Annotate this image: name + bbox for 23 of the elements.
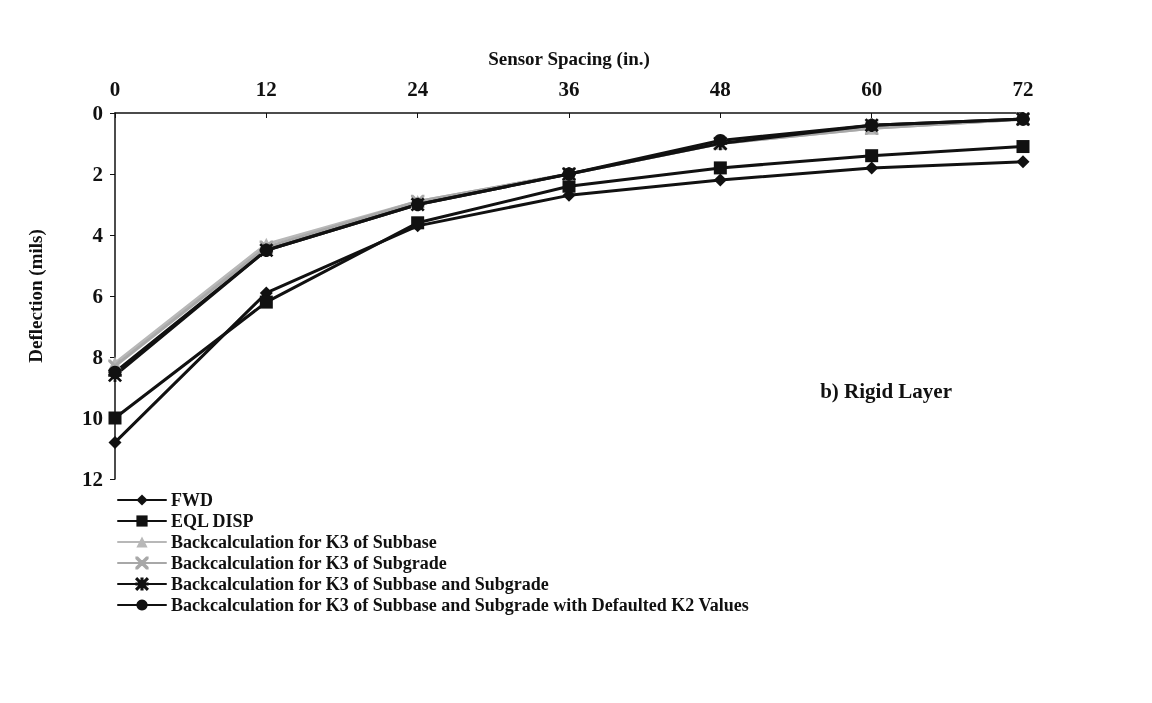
legend-label: EQL DISP bbox=[171, 511, 254, 531]
x-tick-label: 48 bbox=[709, 76, 731, 101]
x-axis-title: Sensor Spacing (in.) bbox=[488, 48, 650, 70]
y-tick-label: 2 bbox=[92, 162, 103, 186]
y-tick-label: 10 bbox=[82, 406, 103, 430]
y-axis-title: Deflection (mils) bbox=[25, 229, 47, 363]
x-tick-label: 72 bbox=[1012, 76, 1034, 101]
legend-label: Backcalculation for K3 of Subgrade bbox=[171, 553, 447, 573]
legend-label: Backcalculation for K3 of Subbase and Subgrade bbox=[171, 574, 549, 594]
y-tick-label: 0 bbox=[92, 101, 103, 125]
x-tick-label: 36 bbox=[558, 76, 580, 101]
legend-label: Backcalculation for K3 of Subbase and Subgrade with Defaulted K2 Values bbox=[171, 595, 749, 615]
x-tick-label: 12 bbox=[255, 76, 277, 101]
y-tick-label: 6 bbox=[92, 284, 103, 308]
x-tick-label: 0 bbox=[109, 76, 121, 101]
y-tick-label: 8 bbox=[92, 345, 103, 369]
y-tick-label: 4 bbox=[92, 223, 104, 247]
y-tick-label: 12 bbox=[82, 467, 103, 491]
legend-label: Backcalculation for K3 of Subbase bbox=[171, 532, 437, 552]
annotation: b) Rigid Layer bbox=[820, 378, 953, 403]
x-tick-label: 60 bbox=[861, 76, 883, 101]
x-tick-label: 24 bbox=[407, 76, 429, 101]
legend-label: FWD bbox=[171, 490, 213, 510]
